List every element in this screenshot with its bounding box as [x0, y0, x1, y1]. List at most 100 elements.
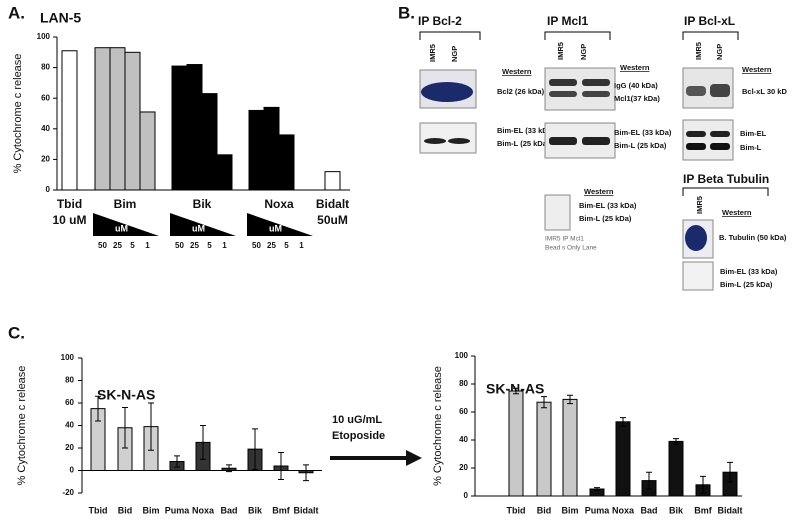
error-bar	[594, 487, 600, 491]
bar	[109, 47, 126, 191]
bar	[171, 65, 188, 191]
y-tick-label: 40	[459, 435, 468, 444]
y-tick-label: 20	[459, 463, 468, 472]
bar	[615, 421, 631, 497]
bar	[248, 109, 265, 191]
bracket	[419, 31, 481, 40]
x-tick-label: Bik	[248, 505, 263, 515]
band-label: Bim-EL (33 kDa)	[614, 128, 672, 137]
lane-label: IMR5	[428, 44, 437, 62]
treatment-label: 10 uG/mL	[332, 414, 382, 426]
band-label: Bcl2 (26 kDa)	[497, 87, 545, 96]
x-tick-label: Bid	[118, 505, 133, 515]
group-label: Noxa	[264, 197, 294, 211]
y-tick-label: 60	[459, 407, 468, 416]
y-axis-label: % Cytochrome c release	[16, 366, 28, 486]
y-axis-label: % Cytochrome c release	[432, 366, 444, 486]
y-tick-label: 0	[464, 491, 469, 500]
x-tick-label: Bmf	[272, 505, 291, 515]
y-axis-label: % Cytochrome c release	[12, 54, 24, 174]
error-bar	[646, 471, 652, 490]
blot	[682, 261, 714, 291]
band-label: Bim-L (25 kDa)	[720, 280, 773, 289]
error-bar	[567, 394, 573, 405]
y-tick-label: 20	[41, 155, 50, 164]
error-bar	[122, 407, 128, 449]
dose-wedge	[170, 213, 236, 236]
chart-title: SK-N-AS	[97, 387, 155, 403]
band-label: Bim-EL (33 kDa)	[720, 267, 778, 276]
dose-label: 5	[284, 241, 289, 250]
band-label: Bim-EL (33 kDa)	[497, 126, 555, 135]
group-label: Bim	[114, 197, 137, 211]
dose-label: 25	[113, 241, 122, 250]
error-bar	[226, 464, 232, 473]
error-bar	[541, 396, 547, 409]
error-bar	[200, 425, 206, 460]
error-bar	[148, 402, 154, 451]
panel-label: C.	[8, 323, 25, 342]
bar	[278, 134, 295, 191]
lane-label: NGP	[450, 46, 459, 62]
bar	[186, 64, 203, 191]
dose-unit: uM	[192, 223, 205, 233]
y-tick-label: -20	[62, 488, 74, 497]
group-label: Bik	[193, 197, 212, 211]
band	[686, 143, 706, 150]
western-label: Western	[620, 63, 650, 72]
dose-label: 50	[98, 241, 107, 250]
caption: Bead s Only Lane	[545, 245, 597, 252]
x-tick-label: Bid	[537, 505, 552, 515]
bar	[94, 47, 111, 191]
band	[549, 91, 577, 97]
lane-label: IMR5	[556, 42, 565, 60]
bar	[324, 171, 341, 191]
y-tick-label: 80	[65, 376, 74, 385]
band	[710, 131, 730, 137]
band	[710, 84, 730, 97]
bracket	[544, 31, 611, 40]
band-label: IgG (40 kDa)	[614, 81, 658, 90]
chart-title: LAN-5	[40, 10, 81, 26]
error-bar	[252, 428, 258, 470]
y-tick-label: 80	[41, 63, 50, 72]
dose-unit: uM	[115, 223, 128, 233]
arrow-head	[406, 450, 422, 466]
x-tick-label: Bad	[220, 505, 237, 515]
dose-label: 1	[222, 241, 227, 250]
x-tick-label: Bim	[561, 505, 578, 515]
band	[549, 79, 577, 86]
y-tick-label: 0	[46, 185, 51, 194]
error-bar	[673, 438, 679, 445]
dose-label: 50	[175, 241, 184, 250]
y-tick-label: 20	[65, 443, 74, 452]
dose-label: 25	[267, 241, 276, 250]
western-label: Western	[742, 65, 772, 74]
dose-label: 1	[145, 241, 150, 250]
x-tick-label: Bidalt	[717, 505, 742, 515]
x-tick-label: Bmf	[694, 505, 713, 515]
dose-label: 1	[299, 241, 304, 250]
y-tick-label: 100	[61, 353, 75, 362]
blot	[544, 194, 571, 231]
group-sublabel: 50uM	[317, 213, 348, 227]
x-tick-label: Bad	[640, 505, 657, 515]
dose-wedge	[93, 213, 159, 236]
error-bar	[95, 395, 101, 422]
y-tick-label: 40	[41, 124, 50, 133]
x-tick-label: Noxa	[192, 505, 215, 515]
band-label: Bim-L	[740, 143, 762, 152]
band-label: Bim-L (25 kDa)	[579, 214, 632, 223]
y-tick-label: 100	[37, 32, 51, 41]
band-label: Bim-EL (33 kDa)	[579, 201, 637, 210]
y-tick-label: 60	[41, 93, 50, 102]
bar	[263, 106, 280, 191]
western-label: Western	[502, 67, 532, 76]
dose-label: 50	[252, 241, 261, 250]
ip-title: IP Bcl-xL	[684, 14, 735, 28]
ip-title: IP Mcl1	[547, 14, 588, 28]
band-label: B. Tubulin (50 kDa)	[719, 233, 787, 242]
western-label: Western	[722, 208, 752, 217]
band	[686, 86, 706, 96]
x-tick-label: Puma	[585, 505, 611, 515]
